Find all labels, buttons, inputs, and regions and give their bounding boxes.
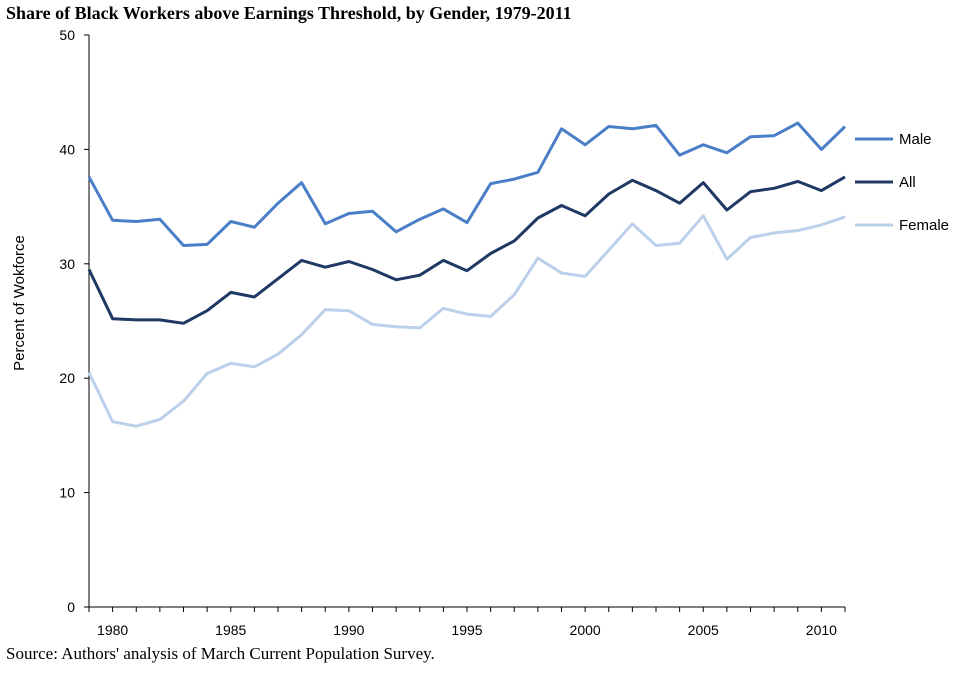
- series-line-female: [87, 214, 846, 428]
- chart-axes: [88, 35, 845, 608]
- x-tick-label: 2000: [570, 622, 601, 638]
- x-tick-label: 1985: [215, 622, 246, 638]
- y-tick-label: 40: [59, 141, 75, 157]
- y-tick-label: 10: [59, 485, 75, 501]
- x-tick-label: 1980: [97, 622, 128, 638]
- series-line-all: [87, 175, 846, 325]
- y-tick-label: 50: [59, 27, 75, 43]
- chart-title: Share of Black Workers above Earnings Th…: [6, 3, 572, 23]
- x-tick-label: 2005: [688, 622, 719, 638]
- series-lines: [87, 121, 847, 428]
- y-axis-label: Percent of Wokforce: [11, 235, 28, 371]
- x-tick-label: 2010: [806, 622, 837, 638]
- legend-label-female: Female: [899, 217, 949, 234]
- y-tick-label: 0: [67, 599, 75, 615]
- series-line-male: [87, 121, 847, 247]
- y-axis-ticks: 0 10 20 30 40 50: [59, 27, 89, 615]
- x-tick-label: 1990: [333, 622, 364, 638]
- source-note: Source: Authors' analysis of March Curre…: [6, 644, 435, 663]
- y-tick-label: 30: [59, 256, 75, 272]
- legend-label-all: All: [899, 174, 916, 191]
- y-tick-label: 20: [59, 370, 75, 386]
- x-tick-label: 1995: [451, 622, 482, 638]
- legend-label-male: Male: [899, 131, 932, 148]
- x-axis-ticks: 1980 1985 1990 1995 2000 2005 2010: [88, 607, 846, 638]
- legend: Male All Female: [855, 131, 949, 234]
